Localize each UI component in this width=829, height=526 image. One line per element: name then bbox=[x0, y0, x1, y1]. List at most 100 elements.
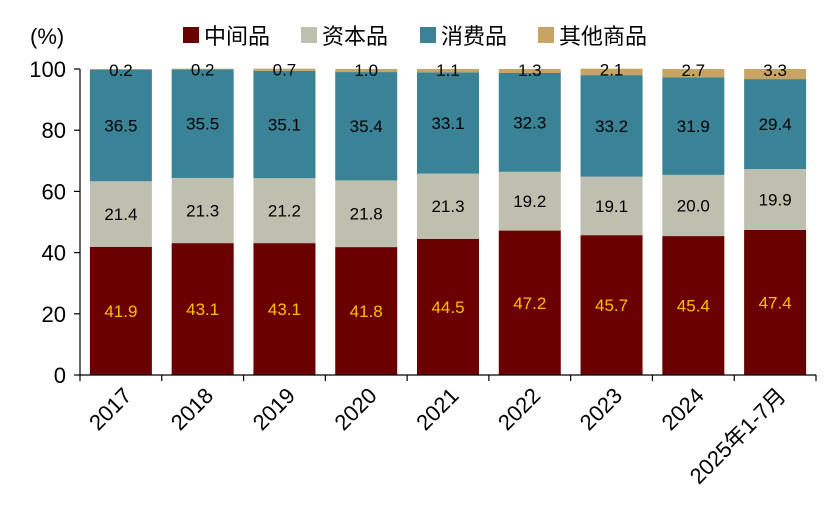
y-axis: 0 20 40 60 80 100 bbox=[29, 57, 81, 388]
bar-segment bbox=[335, 69, 398, 73]
data-label: 31.9 bbox=[677, 117, 710, 136]
bar-segment bbox=[662, 69, 725, 78]
data-label: 2.7 bbox=[682, 61, 706, 80]
bar-segment bbox=[744, 169, 807, 230]
bar-segment bbox=[744, 79, 807, 170]
data-label: 33.1 bbox=[431, 114, 464, 133]
data-label: 33.2 bbox=[595, 117, 628, 136]
data-label: 35.4 bbox=[350, 117, 383, 136]
legend-swatch bbox=[301, 27, 317, 43]
bar-segment bbox=[662, 77, 725, 175]
y-tick-label: 0 bbox=[54, 363, 66, 388]
bar-segment bbox=[417, 69, 479, 73]
bar-segment bbox=[498, 69, 561, 73]
data-label: 35.1 bbox=[268, 116, 301, 135]
bar-segment bbox=[171, 243, 234, 375]
legend-label: 消费品 bbox=[441, 24, 507, 49]
legend-label: 其他商品 bbox=[559, 24, 647, 49]
legend-label: 中间品 bbox=[204, 24, 270, 49]
bar-segment bbox=[744, 69, 807, 80]
legend-swatch bbox=[538, 27, 554, 43]
data-label: 1.0 bbox=[354, 61, 378, 80]
x-tick-label: 2018 bbox=[166, 383, 218, 435]
bar-segment bbox=[417, 173, 479, 239]
x-tick-label: 2021 bbox=[411, 383, 463, 435]
bar-segment bbox=[417, 238, 479, 375]
bar-segment bbox=[662, 174, 725, 237]
data-label: 19.2 bbox=[513, 192, 546, 211]
bar-segment bbox=[417, 72, 479, 174]
legend-swatch bbox=[420, 27, 436, 43]
bar-segment bbox=[662, 236, 725, 375]
legend: 中间品 资本品 消费品 其他商品 bbox=[183, 24, 647, 49]
bar-segment bbox=[580, 235, 643, 375]
x-tick-label: 2020 bbox=[329, 383, 381, 435]
y-tick-label: 60 bbox=[42, 179, 66, 204]
bar-segment bbox=[335, 180, 398, 248]
data-label: 0.7 bbox=[273, 61, 297, 80]
bar-segment bbox=[171, 177, 234, 244]
x-tick-label: 2017 bbox=[84, 383, 136, 435]
bar-segment bbox=[498, 230, 561, 375]
data-label: 19.1 bbox=[595, 197, 628, 216]
data-label: 44.5 bbox=[431, 298, 464, 317]
bar-segment bbox=[580, 75, 643, 177]
x-axis: 2017 2018 2019 2020 2021 2022 2023 20242025年1-7… bbox=[79, 374, 817, 489]
y-tick-label: 40 bbox=[42, 241, 66, 266]
legend-label: 资本品 bbox=[322, 24, 388, 49]
data-label: 32.3 bbox=[513, 113, 546, 132]
bar-segment bbox=[253, 68, 316, 71]
bar-segment bbox=[335, 247, 398, 375]
data-label: 45.7 bbox=[595, 296, 628, 315]
bar-segment bbox=[171, 69, 234, 178]
data-label: 1.3 bbox=[518, 61, 542, 80]
bar-segment bbox=[253, 178, 316, 244]
data-label: 43.1 bbox=[186, 300, 219, 319]
bar-segment bbox=[89, 69, 152, 182]
data-label: 21.8 bbox=[350, 205, 383, 224]
bar-segment bbox=[89, 181, 152, 247]
bar-segment bbox=[89, 69, 152, 70]
legend-swatch bbox=[183, 27, 199, 43]
bar-segment bbox=[171, 68, 234, 70]
bar-segment bbox=[580, 176, 643, 236]
data-label: 47.4 bbox=[759, 293, 792, 312]
data-label: 21.3 bbox=[186, 202, 219, 221]
bar-segment bbox=[744, 229, 807, 375]
data-label: 20.0 bbox=[677, 196, 710, 215]
x-tick-label: 2019 bbox=[248, 383, 300, 435]
y-tick-label: 80 bbox=[42, 118, 66, 143]
data-label: 45.4 bbox=[677, 297, 710, 316]
data-label: 1.1 bbox=[436, 61, 460, 80]
bar-segment bbox=[89, 246, 152, 375]
data-label: 47.2 bbox=[513, 294, 546, 313]
data-label: 41.9 bbox=[104, 302, 137, 321]
data-label: 0.2 bbox=[109, 61, 133, 80]
data-label: 0.2 bbox=[191, 61, 215, 80]
data-label: 21.2 bbox=[268, 202, 301, 221]
data-label: 21.3 bbox=[431, 197, 464, 216]
bars: 41.9 21.4 36.5 0.2 43.1 21.3 35.5 0.2 43.1 21.2 35… bbox=[89, 61, 807, 375]
data-label: 21.4 bbox=[104, 205, 137, 224]
bar-segment bbox=[498, 72, 561, 172]
bar-segment bbox=[335, 72, 398, 181]
data-label: 43.1 bbox=[268, 300, 301, 319]
bar-segment bbox=[498, 171, 561, 231]
bar-segment bbox=[253, 243, 316, 375]
bar-segment bbox=[253, 70, 316, 179]
x-tick-label: 2023 bbox=[575, 383, 627, 435]
data-label: 2.1 bbox=[600, 61, 624, 80]
data-label: 41.8 bbox=[350, 302, 383, 321]
bar-segment bbox=[580, 68, 643, 76]
x-tick-label: 2022 bbox=[493, 383, 545, 435]
data-label: 19.9 bbox=[759, 191, 792, 210]
data-label: 35.5 bbox=[186, 115, 219, 134]
data-label: 29.4 bbox=[759, 115, 792, 134]
y-tick-label: 100 bbox=[29, 57, 66, 82]
data-label: 3.3 bbox=[763, 61, 787, 80]
y-tick-label: 20 bbox=[42, 302, 66, 327]
y-axis-unit-label: (%) bbox=[30, 24, 64, 49]
data-label: 36.5 bbox=[104, 116, 137, 135]
x-tick-label: 2024 bbox=[657, 383, 709, 435]
